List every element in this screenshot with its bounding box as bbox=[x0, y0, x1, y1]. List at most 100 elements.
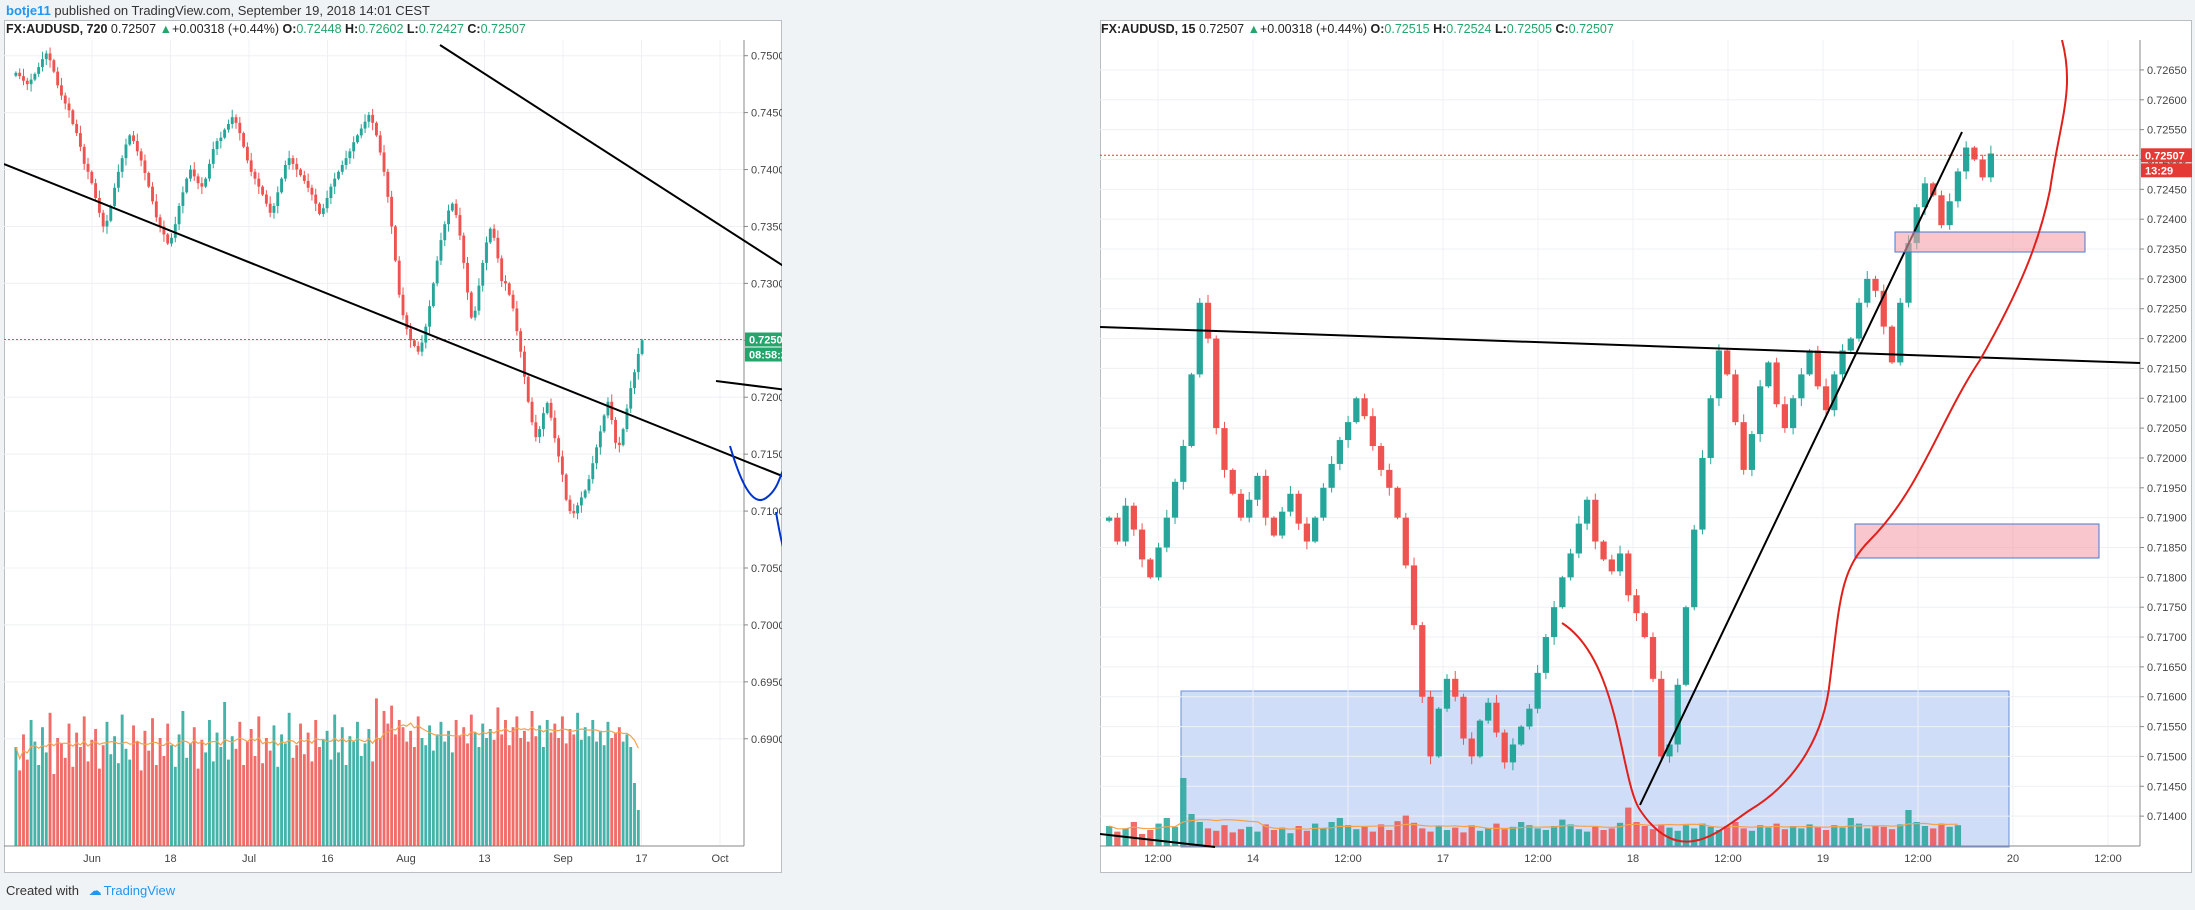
volume-bar bbox=[1839, 827, 1846, 846]
volume-bar bbox=[215, 732, 219, 846]
volume-bar bbox=[1452, 827, 1459, 846]
volume-bar bbox=[439, 721, 443, 846]
candle-body bbox=[382, 152, 386, 172]
x-tick-label: Aug bbox=[396, 853, 416, 865]
candle-body bbox=[614, 420, 617, 443]
candle-body bbox=[1649, 637, 1657, 679]
volume-bar bbox=[371, 761, 375, 846]
candle-body bbox=[143, 160, 147, 173]
candle-body bbox=[1905, 243, 1912, 303]
author-link[interactable]: botje11 bbox=[6, 3, 51, 18]
candle-body bbox=[215, 141, 219, 150]
candle-body bbox=[226, 124, 230, 130]
candle-body bbox=[397, 260, 401, 295]
volume-bar bbox=[18, 770, 22, 846]
volume-bar bbox=[75, 732, 79, 846]
blue-cup-annotation bbox=[729, 445, 782, 501]
y-tick-label: 0.72600 bbox=[2147, 95, 2187, 107]
candle-body bbox=[530, 401, 534, 423]
volume-bar bbox=[1930, 828, 1937, 846]
candle-body bbox=[549, 402, 553, 418]
volume-bar bbox=[500, 734, 504, 846]
candle-body bbox=[1872, 278, 1879, 291]
volume-bar bbox=[120, 714, 124, 846]
right-chart-canvas[interactable]: 0.726500.726000.725500.725000.724500.724… bbox=[1100, 40, 2192, 873]
right-change: +0.00318 (+0.44%) bbox=[1260, 22, 1368, 36]
candle-body bbox=[1443, 678, 1451, 709]
candle-body bbox=[1864, 278, 1871, 303]
candle-body bbox=[1163, 517, 1170, 548]
candle-body bbox=[412, 340, 416, 346]
red-projection-path bbox=[1561, 40, 2069, 843]
volume-bar bbox=[405, 741, 409, 846]
tradingview-link[interactable]: TradingView bbox=[103, 883, 176, 898]
x-tick-label: 12:00 bbox=[1714, 853, 1742, 865]
timer-tag-bg bbox=[2141, 163, 2192, 178]
candle-body bbox=[1897, 302, 1904, 363]
candle-body bbox=[238, 122, 242, 134]
candle-body bbox=[291, 158, 295, 164]
right-chart-panel[interactable] bbox=[1100, 20, 2192, 873]
candle-body bbox=[1303, 523, 1311, 542]
volume-bar bbox=[1888, 829, 1896, 846]
candle-body bbox=[416, 346, 420, 352]
x-tick-label: 17 bbox=[635, 853, 647, 865]
y-tick-label: 0.71800 bbox=[2147, 572, 2187, 584]
y-tick-label: 0.71900 bbox=[2147, 513, 2187, 525]
candle-body bbox=[86, 163, 90, 172]
candle-body bbox=[56, 71, 60, 86]
publish-info: published on TradingView.com, September … bbox=[54, 3, 430, 18]
candle-body bbox=[538, 429, 542, 438]
candle-body bbox=[22, 76, 25, 81]
volume-bar bbox=[1295, 826, 1302, 846]
candle-body bbox=[177, 205, 181, 225]
volume-bar bbox=[52, 774, 56, 846]
volume-bar bbox=[245, 741, 249, 846]
candle-body bbox=[1715, 350, 1723, 399]
candle-body bbox=[496, 237, 500, 259]
candle-body bbox=[1608, 559, 1615, 572]
volume-bar bbox=[629, 747, 633, 846]
candle-body bbox=[1427, 696, 1434, 757]
candle-body bbox=[287, 158, 291, 165]
volume-bar bbox=[154, 765, 158, 846]
volume-bar bbox=[1361, 826, 1368, 846]
candle-body bbox=[545, 402, 549, 414]
volume-bar bbox=[1526, 825, 1533, 846]
candle-body bbox=[257, 178, 261, 187]
candle-body bbox=[579, 497, 583, 506]
y-tick-label: 0.72000 bbox=[2147, 453, 2187, 465]
tradingview-logo-icon[interactable]: ☁ bbox=[88, 883, 102, 898]
volume-bar bbox=[1880, 826, 1887, 846]
volume-bar bbox=[238, 721, 242, 846]
candle-body bbox=[1938, 195, 1945, 226]
volume-bar bbox=[82, 716, 86, 846]
volume-bar bbox=[1377, 824, 1385, 846]
candle-body bbox=[234, 117, 238, 123]
volume-bar bbox=[318, 747, 321, 846]
volume-bar bbox=[507, 745, 511, 846]
candle-body bbox=[405, 315, 409, 329]
candle-body bbox=[1501, 732, 1508, 763]
candle-body bbox=[595, 447, 599, 464]
timer-tag-bg bbox=[745, 347, 782, 362]
candle-body bbox=[1987, 153, 1995, 178]
candle-body bbox=[166, 234, 170, 244]
volume-bar bbox=[337, 752, 340, 846]
candle-body bbox=[1550, 607, 1558, 638]
candle-body bbox=[135, 141, 139, 152]
volume-bar bbox=[1913, 822, 1920, 846]
volume-bar bbox=[1155, 823, 1162, 846]
candle-body bbox=[477, 285, 481, 311]
volume-bar bbox=[1822, 830, 1830, 846]
candle-body bbox=[359, 128, 363, 136]
volume-bar bbox=[416, 716, 420, 846]
candle-body bbox=[568, 499, 572, 512]
price-tag: 0.72507 bbox=[2145, 150, 2185, 162]
x-tick-label: 12:00 bbox=[1144, 853, 1172, 865]
candle-body bbox=[1888, 326, 1896, 363]
